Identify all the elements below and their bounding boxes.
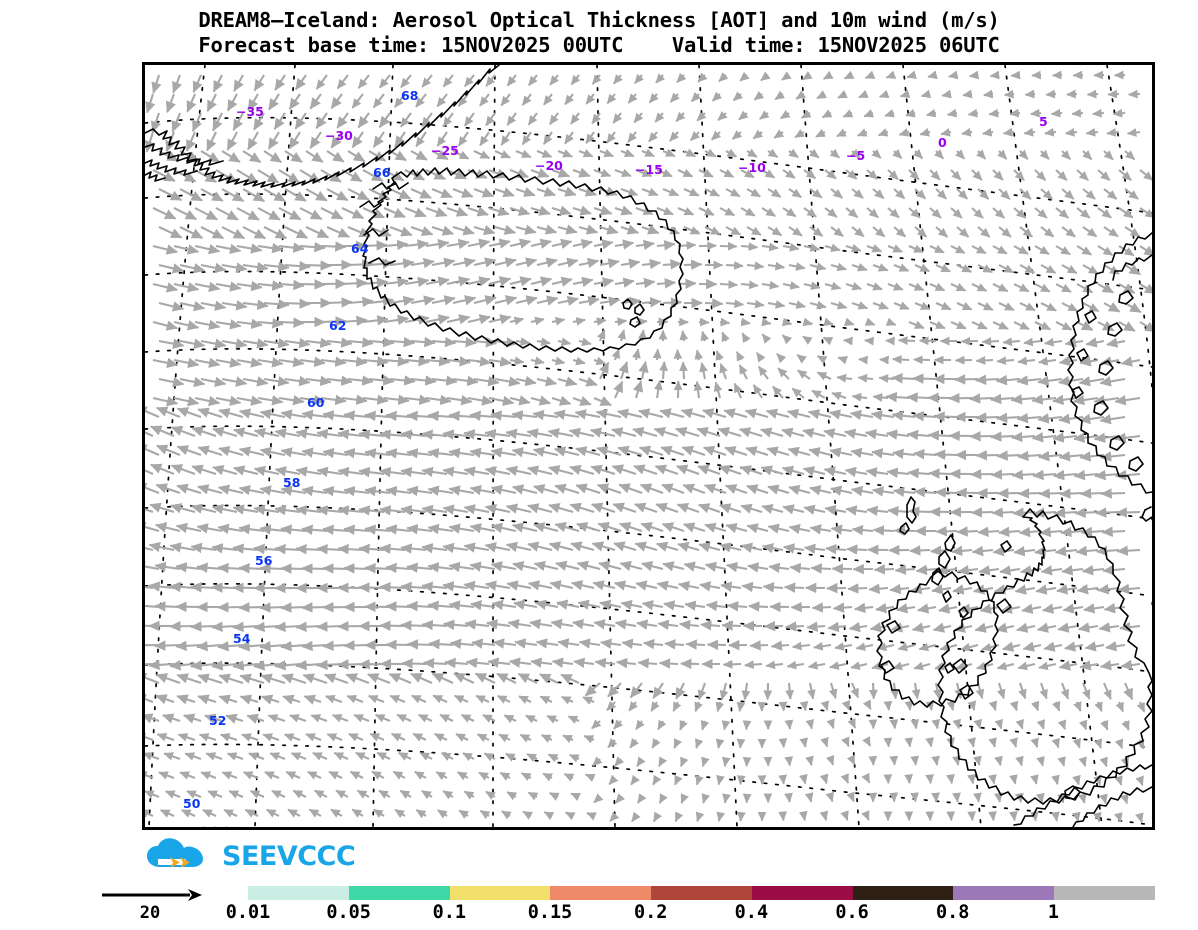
coastline-great-britain	[937, 508, 1152, 805]
latitude-label-68: 68	[401, 88, 418, 103]
coastline-shetland	[906, 496, 917, 524]
title-line-1: DREAM8—Iceland: Aerosol Optical Thicknes…	[198, 8, 1000, 32]
colorbar-label-5: 0.4	[734, 902, 769, 923]
wind-scale-value: 20	[139, 903, 161, 923]
longitude-labels: −35 −30 −25 −20 −15 −10 −5 0 5	[236, 104, 1048, 177]
colorbar-label-1: 0.05	[326, 902, 371, 923]
coastline-norway	[1067, 232, 1152, 494]
coastline-ireland	[876, 570, 999, 708]
logo-text: SEEVCCC	[222, 840, 356, 872]
wind-scale-legend: 20	[100, 886, 215, 926]
cloud-icon	[147, 838, 203, 868]
colorbar-label-3: 0.15	[527, 902, 573, 923]
colorbar-segment-0[interactable]	[248, 886, 349, 900]
coastline-faroe	[622, 298, 633, 310]
wind-scale-arrow-icon	[102, 889, 202, 901]
chart-title-block: DREAM8—Iceland: Aerosol Optical Thicknes…	[0, 8, 1198, 58]
latitude-label-60: 60	[307, 395, 325, 410]
colorbar-segment-2[interactable]	[449, 886, 551, 900]
colorbar-label-0: 0.01	[225, 902, 271, 923]
colorbar-segment-5[interactable]	[751, 886, 853, 900]
aot-colorbar-labels: 0.01 0.05 0.1 0.15 0.2 0.4 0.6 0.8 1	[226, 902, 1155, 926]
latitude-label-62: 62	[329, 318, 346, 333]
colorbar-label-7: 0.8	[936, 902, 970, 923]
latitude-label-50: 50	[183, 796, 201, 811]
colorbar-label-8: 1	[1047, 902, 1059, 923]
colorbar-segment-4[interactable]	[651, 886, 752, 900]
colorbar-segment-6[interactable]	[852, 886, 954, 900]
longitude-label-minus35: −35	[236, 104, 264, 119]
map-panel[interactable]: 68 66 64 62 60 58 56 54 52 50 −35 −30 −25 −20 −15 −10−…	[142, 62, 1155, 830]
latitude-label-52: 52	[209, 713, 226, 728]
latitude-label-66: 66	[373, 165, 391, 180]
longitude-label-minus30: −30	[325, 128, 353, 143]
colorbar-segment-8[interactable]	[1054, 886, 1156, 900]
latitude-label-64: 64	[351, 241, 369, 256]
title-line-2: Forecast base time: 15NOV2025 00UTC Vali…	[198, 33, 1000, 57]
longitude-label-minus10: −10	[738, 160, 766, 175]
coastline-jutland	[1141, 506, 1152, 522]
latitude-labels: 68 66 64 62 60 58 56 54 52 50	[183, 88, 418, 811]
longitude-label-minus5: −5	[846, 148, 865, 163]
wind-vector-field	[145, 70, 1152, 823]
coastline-france	[1013, 764, 1152, 826]
latitude-label-58: 58	[283, 475, 300, 490]
colorbar-segment-3[interactable]	[550, 886, 652, 900]
coastlines	[145, 65, 1152, 827]
colorbar-segment-7[interactable]	[953, 886, 1055, 900]
seevccc-logo: SEEVCCC	[146, 836, 366, 876]
aot-colorbar[interactable]	[248, 886, 1156, 900]
colorbar-segment-1[interactable]	[348, 886, 450, 900]
longitude-label-5: 5	[1039, 114, 1048, 129]
colorbar-label-6: 0.6	[835, 902, 869, 923]
colorbar-label-4: 0.2	[633, 902, 668, 923]
longitude-label-minus25: −25	[431, 143, 459, 158]
colorbar-label-2: 0.1	[432, 902, 467, 923]
longitude-label-minus20: −20	[535, 158, 563, 173]
longitude-label-minus15: −15	[635, 162, 663, 177]
longitude-label-0: 0	[938, 135, 947, 150]
coastline-hebrides	[944, 534, 956, 552]
latitude-label-54: 54	[233, 631, 251, 646]
coastline-iceland	[362, 167, 684, 353]
latitude-label-56: 56	[255, 553, 273, 568]
